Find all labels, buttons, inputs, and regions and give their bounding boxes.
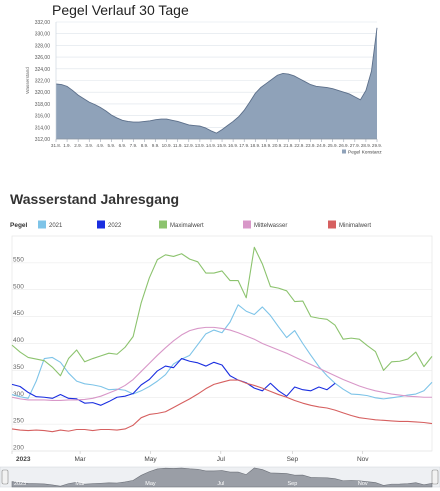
y-tick-label: 250 <box>13 418 24 425</box>
x-tick-label: 18.9. <box>250 143 260 148</box>
chart2-title: Wasserstand Jahresgang <box>10 191 180 207</box>
x-tick-label: 5.9. <box>108 143 116 148</box>
navigator-label: Jul <box>217 481 224 487</box>
x-tick-label: 2023 <box>16 456 31 463</box>
x-tick-label: 20.9. <box>272 143 282 148</box>
y-tick-label: 450 <box>13 310 24 317</box>
navigator-label: Nov <box>358 481 368 487</box>
series-line-2022 <box>11 358 336 406</box>
wasserstand-jahresgang-chart: Pegel 2021 2022 Maximalwert Mittelwasser Mini… <box>0 220 440 488</box>
x-tick-label: 11.9. <box>173 143 183 148</box>
y-tick-label: 400 <box>13 337 24 344</box>
series-line-maximalwert <box>11 246 433 377</box>
x-tick-label: 21.9. <box>283 143 293 148</box>
y-tick-label: 322,00 <box>35 79 51 85</box>
x-tick-label: 24.9. <box>317 143 327 148</box>
x-tick-label: 4.9. <box>96 143 104 148</box>
x-tick-label: 13.9. <box>195 143 205 148</box>
navigator-series-area <box>11 467 433 488</box>
navigator-handle-right[interactable] <box>431 469 439 485</box>
chart1-title: Pegel Verlauf 30 Tage <box>52 2 189 18</box>
x-tick-label: 3.9. <box>85 143 93 148</box>
legend-swatch-minimalwert <box>328 220 336 229</box>
x-tick-label: 16.9. <box>228 143 238 148</box>
x-tick-label: 7.9. <box>130 143 138 148</box>
y-tick-label: 300 <box>13 391 24 398</box>
legend-swatch-2022 <box>97 220 105 229</box>
y-tick-label: 550 <box>13 256 24 263</box>
y-axis-title: Wasserstand <box>25 67 30 94</box>
y-tick-label: 200 <box>13 445 24 452</box>
y-tick-label: 326,00 <box>35 55 51 61</box>
series-line-minimalwert <box>11 379 433 433</box>
x-tick-label: 15.9. <box>217 143 227 148</box>
x-tick-label: 29.9. <box>372 143 382 148</box>
navigator-label: Mar <box>75 481 85 487</box>
x-tick-label: 17.9. <box>239 143 249 148</box>
legend-label-mittelwasser: Mittelwasser <box>254 223 287 229</box>
legend-label-minimalwert: Minimalwert <box>339 223 371 229</box>
x-tick-label: Nov <box>357 456 369 463</box>
x-tick-label: 19.9. <box>261 143 271 148</box>
navigator-handle-left[interactable] <box>1 469 9 485</box>
x-tick-label: 6.9. <box>119 143 127 148</box>
legend-label-pegel-konstanz: Pegel Konstanz <box>348 150 382 156</box>
y-tick-label: 500 <box>13 283 24 290</box>
x-tick-label: 27.9. <box>350 143 360 148</box>
x-tick-label: 8.9. <box>141 143 149 148</box>
y-tick-label: 320,00 <box>35 90 51 96</box>
x-tick-label: 22.9. <box>294 143 304 148</box>
legend-label-2021: 2021 <box>49 223 63 229</box>
x-tick-label: 12.9. <box>184 143 194 148</box>
x-tick-label: Sep <box>287 456 299 463</box>
navigator-label: Sep <box>287 481 297 487</box>
pegel-verlauf-chart: 312,00 314,00 316,00 318,00 320,00 322,00 324,… <box>25 20 382 156</box>
y-tick-label: 314,00 <box>35 125 51 131</box>
x-tick-label: 1.9. <box>63 143 71 148</box>
x-tick-label: 26.9. <box>339 143 349 148</box>
y-tick-label: 350 <box>13 364 24 371</box>
x-tick-label: 14.9. <box>206 143 216 148</box>
area-series-pegel-konstanz <box>56 27 377 140</box>
x-tick-label: 25.9. <box>328 143 338 148</box>
legend-title: Pegel <box>10 222 28 229</box>
series-line-mittelwasser <box>11 326 432 402</box>
y-tick-label: 318,00 <box>35 102 51 108</box>
area-series-line <box>55 27 378 134</box>
x-tick-label: 28.9. <box>361 143 371 148</box>
x-tick-label: 31.8. <box>51 143 61 148</box>
y-tick-label: 324,00 <box>35 67 51 73</box>
x-tick-label: 10.9. <box>162 143 172 148</box>
legend-label-maximalwert: Maximalwert <box>170 223 204 229</box>
x-tick-label: Mar <box>74 456 86 463</box>
x-tick-label: 9.9. <box>152 143 160 148</box>
x-tick-label: 23.9. <box>305 143 315 148</box>
x-tick-label: 2.9. <box>74 143 82 148</box>
series-line-2021 <box>11 304 433 400</box>
navigator-label: 2023 <box>14 481 26 487</box>
legend-swatch-mittelwasser <box>243 220 251 229</box>
y-tick-label: 316,00 <box>35 114 51 120</box>
legend-label-2022: 2022 <box>108 223 122 229</box>
x-tick-label: Jul <box>217 456 226 463</box>
navigator-label: May <box>145 481 156 487</box>
legend-swatch-pegel-konstanz <box>342 149 346 154</box>
y-tick-label: 328,00 <box>35 43 51 49</box>
y-tick-label: 332,00 <box>35 20 51 26</box>
legend-swatch-2021 <box>38 220 46 229</box>
y-tick-label: 330,00 <box>35 32 51 38</box>
legend-swatch-maximalwert <box>159 220 167 229</box>
x-tick-label: May <box>144 456 157 463</box>
y-tick-label: 312,00 <box>35 137 51 143</box>
